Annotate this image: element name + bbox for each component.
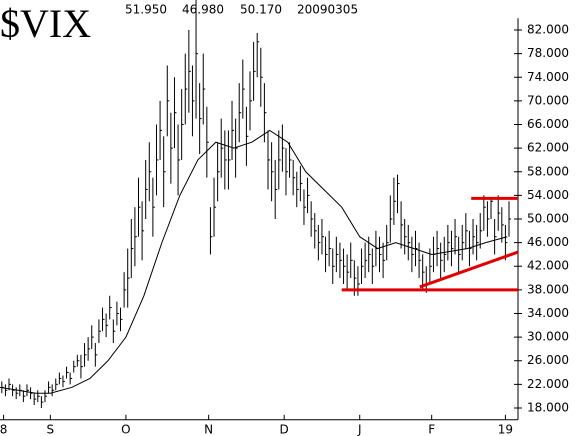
y-tick-label: 50.000 — [527, 212, 569, 226]
trendline — [419, 250, 519, 289]
x-tick-label: J — [357, 422, 362, 436]
x-tick-label: 8 — [0, 422, 7, 436]
y-tick-label: 38.000 — [527, 282, 569, 296]
y-tick-label: 58.000 — [527, 164, 569, 178]
y-tick-label: 30.000 — [527, 330, 569, 344]
y-tick-label: 54.000 — [527, 188, 569, 202]
header-close: 50.170 — [240, 3, 282, 17]
y-tick-label: 74.000 — [527, 70, 569, 84]
header-low: 46.980 — [182, 3, 224, 17]
y-tick-label: 34.000 — [527, 306, 569, 320]
x-tick-label: S — [47, 422, 55, 436]
x-tick-label: 19 — [498, 422, 513, 436]
y-tick-label: 82.000 — [527, 23, 569, 37]
y-tick-label: 22.000 — [527, 377, 569, 391]
y-tick-label: 26.000 — [527, 353, 569, 367]
chart-title: $VIX — [0, 1, 91, 46]
y-tick-label: 18.000 — [527, 400, 569, 414]
y-tick-label: 46.000 — [527, 235, 569, 249]
y-tick-label: 62.000 — [527, 141, 569, 155]
header-high: 51.950 — [125, 3, 167, 17]
y-tick-label: 70.000 — [527, 93, 569, 107]
x-tick-label: F — [428, 422, 435, 436]
header-date: 20090305 — [297, 3, 358, 17]
y-tick-label: 42.000 — [527, 259, 569, 273]
moving-average — [0, 129, 508, 394]
y-tick-label: 78.000 — [527, 46, 569, 60]
y-tick-label: 66.000 — [527, 117, 569, 131]
x-tick-label: D — [280, 422, 289, 436]
x-tick-label: O — [121, 422, 130, 436]
x-tick-label: N — [204, 422, 213, 436]
